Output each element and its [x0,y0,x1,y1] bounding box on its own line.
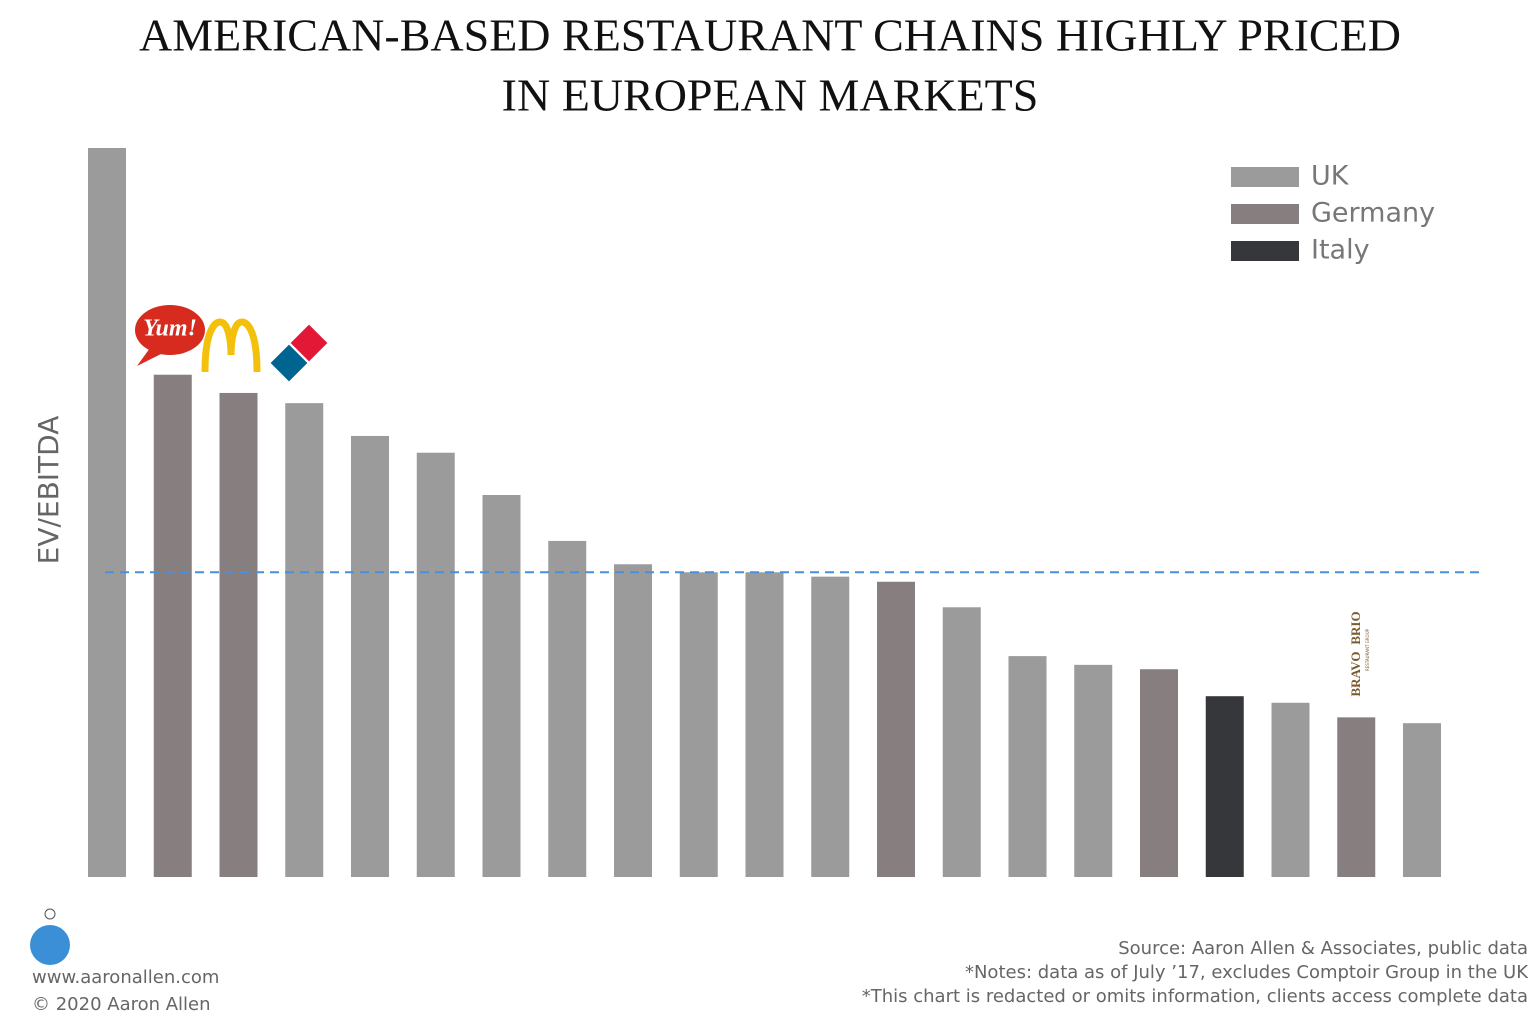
legend-swatch [1231,241,1299,261]
chart-title: IN EUROPEAN MARKETS [502,70,1039,121]
logo-text: BRAVO [1348,651,1363,696]
bar [219,392,258,877]
bar [1140,669,1178,877]
bar [1205,696,1244,877]
bar [548,540,587,877]
legend-label: Germany [1311,198,1435,229]
logo-shape [290,324,328,362]
bar [1403,723,1441,877]
brand-logo [30,908,70,965]
footer-notes: *Notes: data as of July ’17, excludes Co… [965,962,1529,983]
legend-swatch [1231,204,1299,224]
logo-shape [137,348,165,366]
logo-yum: Yum! [135,305,205,366]
logo-bravo-brio: BRAVO BRIO RESTAURANT GROUP [1348,611,1370,696]
legend-swatch [1231,167,1299,187]
bar [877,581,915,877]
bar [153,374,192,877]
logo-shape [270,344,308,382]
bar [679,572,718,877]
logo-text: RESTAURANT GROUP [1365,628,1370,671]
figure [44,908,56,920]
footer-site: www.aaronallen.com [32,967,219,988]
chart-title: AMERICAN-BASED RESTAURANT CHAINS HIGHLY … [139,10,1401,61]
bar [351,435,389,877]
bar [1271,702,1310,877]
logo-mcdonalds [201,318,261,373]
footer-source: Source: Aaron Allen & Associates, public… [1118,938,1528,959]
bar [482,495,521,877]
logo-text: BRIO [1348,611,1363,644]
bar [1074,664,1113,877]
bar [811,576,850,877]
bar [942,607,981,877]
logo-text: Yum! [143,316,197,342]
logo-dominos [270,324,328,382]
bar [614,564,652,877]
bar [88,148,126,877]
legend-label: UK [1311,161,1350,192]
legend-label: Italy [1311,235,1370,266]
y-axis-label: EV/EBITDA [32,416,65,565]
footer-disclaimer: *This chart is redacted or omits informa… [862,986,1528,1007]
bar [416,452,455,877]
bar [285,403,324,877]
bar [1008,656,1047,877]
bar [745,572,784,877]
logo-shape [135,305,205,355]
globe [30,925,70,965]
footer-copyright: © 2020 Aaron Allen [32,994,211,1015]
bar [1337,717,1376,877]
